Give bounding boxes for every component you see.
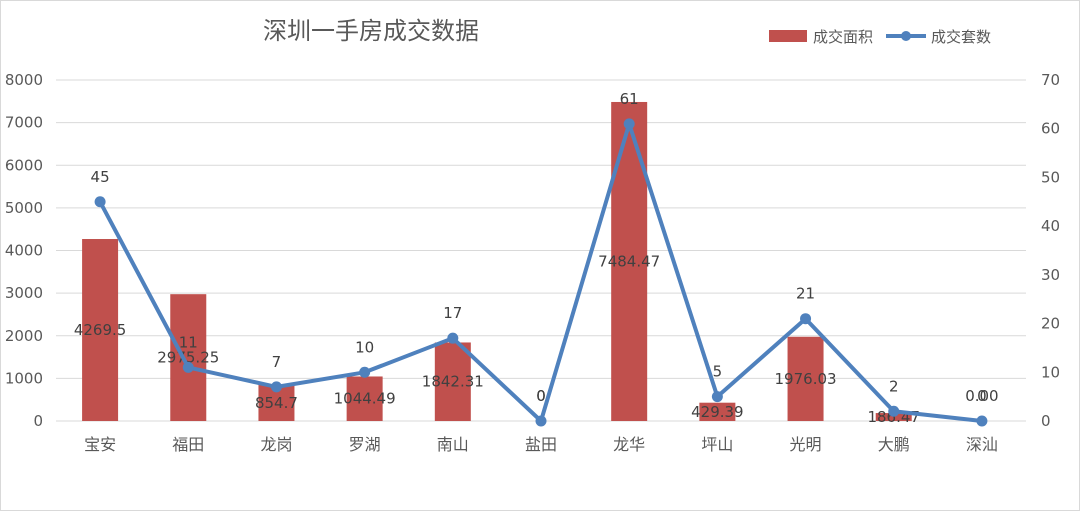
right-tick-label: 0: [1041, 412, 1051, 430]
category-label: 龙岗: [260, 435, 292, 454]
line-data-label: 0: [536, 387, 546, 405]
bar-data-label: 7484.47: [598, 252, 660, 270]
left-tick-label: 3000: [5, 284, 43, 302]
legend-swatch-marker: [901, 31, 911, 41]
line-point: [359, 366, 371, 378]
bar: [787, 336, 824, 421]
bar-data-label: 429.39: [691, 403, 744, 421]
category-label: 福田: [172, 435, 204, 454]
line-point: [888, 405, 900, 417]
bar-data-label: 1842.31: [422, 373, 484, 391]
bar: [170, 294, 207, 421]
line-point: [711, 391, 723, 403]
legend-label-area: 成交面积: [813, 28, 873, 46]
category-label: 深汕: [966, 435, 998, 454]
line-data-label: 61: [620, 90, 639, 108]
right-tick-label: 60: [1041, 120, 1060, 138]
line-point: [800, 313, 812, 325]
line-point: [623, 118, 635, 130]
legend-swatch-bar: [769, 30, 807, 42]
chart-title: 深圳一手房成交数据: [263, 17, 479, 45]
right-tick-label: 50: [1041, 168, 1060, 186]
bar: [82, 239, 119, 421]
category-label: 南山: [437, 435, 469, 454]
line-data-label: 21: [796, 285, 815, 303]
left-axis-ticks: 0 1000 2000 3000 4000 5000 6000 7000 8000: [5, 71, 43, 430]
left-tick-label: 8000: [5, 71, 43, 89]
bar-data-label: 2975.25: [157, 349, 219, 367]
line-point: [182, 361, 194, 373]
left-tick-label: 6000: [5, 156, 43, 174]
category-labels: 宝安 福田 龙岗 罗湖 南山 盐田 龙华 坪山 光明 大鹏 深汕: [84, 435, 998, 454]
legend: 成交面积 成交套数: [769, 28, 991, 46]
bar-data-label: 0.00: [965, 387, 998, 405]
line-data-label: 17: [443, 304, 462, 322]
bar-series: [82, 101, 912, 422]
right-tick-label: 70: [1041, 71, 1060, 89]
right-axis-ticks: 0 10 20 30 40 50 60 70: [1041, 71, 1060, 430]
bar: [434, 342, 471, 421]
bar-data-label: 1044.49: [334, 390, 396, 408]
bar: [346, 376, 383, 421]
category-label: 盐田: [525, 435, 557, 454]
bar-data-label: 4269.5: [74, 321, 127, 339]
legend-label-count: 成交套数: [931, 28, 991, 46]
line-data-label: 7: [272, 353, 282, 371]
bar: [875, 413, 912, 421]
category-label: 龙华: [613, 435, 645, 454]
line-point: [270, 381, 282, 393]
right-tick-label: 40: [1041, 217, 1060, 235]
bar-data-label: 1976.03: [775, 370, 837, 388]
category-label: 宝安: [84, 435, 116, 454]
left-tick-label: 4000: [5, 242, 43, 260]
category-label: 光明: [790, 435, 822, 454]
series-line: [98, 121, 983, 423]
line-point: [94, 196, 106, 208]
right-tick-label: 20: [1041, 315, 1060, 333]
left-tick-label: 5000: [5, 199, 43, 217]
line-series: [98, 121, 983, 423]
left-tick-label: 2000: [5, 327, 43, 345]
category-label: 罗湖: [349, 435, 381, 454]
category-label: 坪山: [701, 435, 733, 454]
right-tick-label: 30: [1041, 266, 1060, 284]
line-data-label: 45: [91, 168, 110, 186]
line-point: [976, 415, 988, 427]
line-data-labels: 45 11 7 10 17 0 61 5 21 2 0: [91, 90, 987, 405]
line-point: [535, 415, 547, 427]
line-data-label: 2: [889, 377, 899, 395]
line-markers: [94, 118, 988, 427]
bar-data-label: 854.7: [255, 394, 298, 412]
left-tick-label: 0: [33, 412, 43, 430]
bar-data-label: 0: [536, 387, 546, 405]
bar: [699, 402, 736, 421]
right-tick-label: 10: [1041, 363, 1060, 381]
line-data-label: 5: [713, 363, 723, 381]
line-data-label: 10: [355, 338, 374, 356]
left-tick-label: 7000: [5, 114, 43, 132]
line-data-label: 11: [179, 333, 198, 351]
left-tick-label: 1000: [5, 369, 43, 387]
line-data-label: 0: [977, 387, 987, 405]
line-point: [447, 332, 459, 344]
gridlines: [56, 79, 1026, 422]
category-label: 大鹏: [878, 435, 910, 454]
